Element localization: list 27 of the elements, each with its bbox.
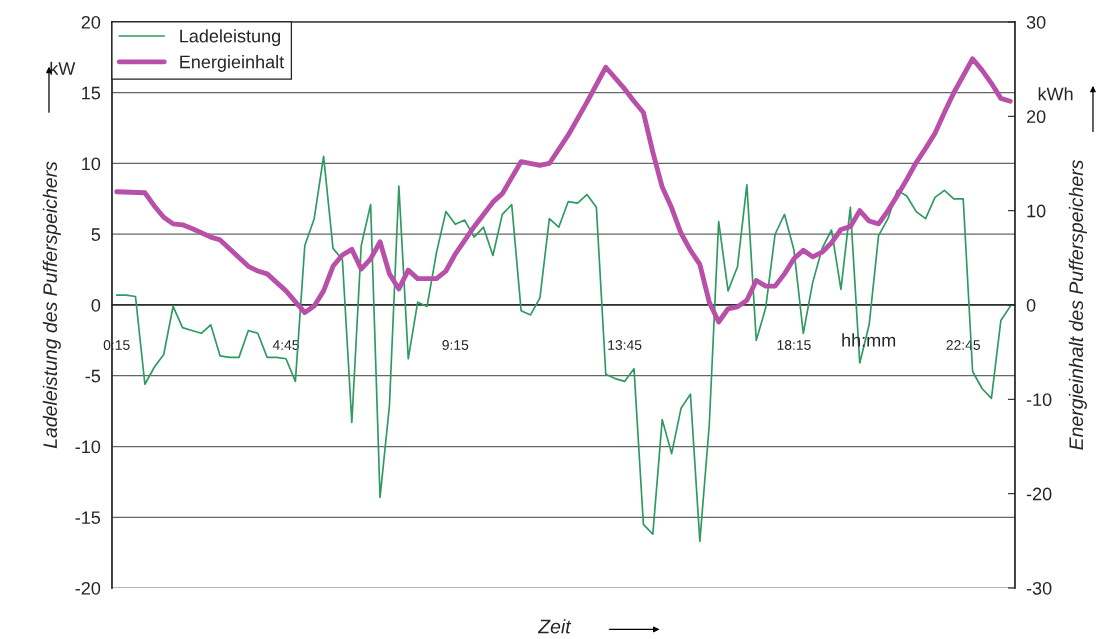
x-axis-title: Zeit	[537, 619, 572, 634]
legend-label: Ladeleistung	[180, 29, 281, 47]
y-tick-label: 20	[81, 15, 101, 29]
text: kW	[50, 61, 76, 75]
y-tick-label: 5	[91, 228, 101, 241]
text: kWh	[1038, 87, 1073, 101]
legend-label: Energieinhalt	[180, 55, 285, 72]
y2-axis-title: Energieinhalt des Pufferspeichers	[1068, 160, 1087, 450]
x-tick-label: 13:45	[608, 340, 642, 350]
y2-tick-label: -20	[1026, 487, 1052, 501]
y-tick-label: -5	[85, 369, 101, 383]
y-tick-label: -10	[75, 440, 101, 454]
y-tick-label: -20	[75, 581, 101, 595]
y2-tick-label: 30	[1026, 15, 1046, 29]
y-tick-label: 0	[91, 298, 101, 312]
y2-tick-label: 10	[1027, 204, 1046, 218]
x-tick-label: 9:15	[442, 340, 469, 350]
y2-tick-label: 0	[1026, 298, 1036, 312]
y-tick-label: -15	[75, 511, 101, 524]
x-tick-label: 18:15	[777, 340, 811, 350]
y2-tick-label: 20	[1026, 110, 1046, 124]
y-tick-label: 10	[82, 157, 101, 171]
line-series	[114, 56, 1013, 325]
y2-tick-label: -30	[1026, 581, 1052, 595]
y-axis-title: Ladeleistung des Pufferspeichers	[42, 161, 61, 449]
y2-tick-label: -10	[1026, 393, 1052, 407]
y-tick-label: 15	[82, 86, 101, 100]
